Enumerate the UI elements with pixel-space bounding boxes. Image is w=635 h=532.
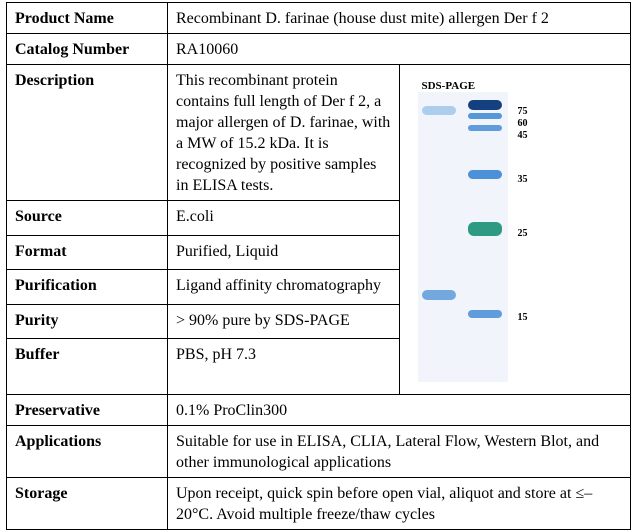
label-product-name: Product Name bbox=[6, 2, 168, 34]
spec-table: Product Name Recombinant D. farinae (hou… bbox=[6, 2, 631, 530]
row-product-name: Product Name Recombinant D. farinae (hou… bbox=[6, 2, 631, 34]
value-source: E.coli bbox=[167, 200, 400, 236]
mw-label-45: 45 bbox=[517, 130, 528, 141]
row-preservative: Preservative 0.1% ProClin300 bbox=[6, 394, 631, 426]
value-catalog-number: RA10060 bbox=[167, 33, 631, 65]
value-applications: Suitable for use in ELISA, CLIA, Lateral… bbox=[167, 425, 631, 478]
label-description: Description bbox=[6, 64, 168, 201]
sds-page-figure: SDS-PAGE 75 60 bbox=[398, 64, 631, 395]
mw-label-35: 35 bbox=[517, 174, 528, 185]
marker-band-75 bbox=[467, 100, 502, 110]
label-storage: Storage bbox=[6, 477, 168, 530]
row-description: Description This recombinant protein con… bbox=[6, 64, 631, 395]
row-buffer: Buffer PBS, pH 7.3 bbox=[6, 338, 631, 395]
sample-band-top bbox=[421, 106, 456, 115]
marker-band-35 bbox=[467, 170, 502, 179]
label-format: Format bbox=[6, 234, 168, 270]
row-format: Format Purified, Liquid bbox=[6, 234, 631, 270]
marker-band-45 bbox=[467, 125, 502, 131]
value-product-name: Recombinant D. farinae (house dust mite)… bbox=[167, 2, 631, 34]
marker-band-15 bbox=[467, 310, 502, 318]
value-buffer: PBS, pH 7.3 bbox=[167, 338, 400, 395]
label-purification: Purification bbox=[6, 269, 168, 305]
mw-label-25: 25 bbox=[517, 228, 528, 239]
marker-band-60 bbox=[467, 113, 502, 119]
label-applications: Applications bbox=[6, 425, 168, 478]
label-catalog-number: Catalog Number bbox=[6, 33, 168, 65]
sample-band-main bbox=[421, 290, 456, 300]
row-storage: Storage Upon receipt, quick spin before … bbox=[6, 477, 631, 530]
value-preservative: 0.1% ProClin300 bbox=[167, 394, 631, 426]
value-purification: Ligand affinity chromatography bbox=[167, 269, 400, 305]
mw-label-75: 75 bbox=[517, 106, 528, 117]
row-source: Source E.coli bbox=[6, 200, 631, 236]
sample-lane bbox=[421, 92, 456, 382]
gel-title: SDS-PAGE bbox=[421, 80, 476, 92]
label-purity: Purity bbox=[6, 303, 168, 339]
label-buffer: Buffer bbox=[6, 338, 168, 395]
mw-label-60: 60 bbox=[517, 118, 528, 129]
marker-band-25 bbox=[467, 222, 502, 236]
label-source: Source bbox=[6, 200, 168, 236]
value-storage: Upon receipt, quick spin before open via… bbox=[167, 477, 631, 530]
row-purity: Purity > 90% pure by SDS-PAGE bbox=[6, 303, 631, 339]
label-preservative: Preservative bbox=[6, 394, 168, 426]
value-description: This recombinant protein contains full l… bbox=[167, 64, 400, 201]
row-purification: Purification Ligand affinity chromatogra… bbox=[6, 269, 631, 305]
row-applications: Applications Suitable for use in ELISA, … bbox=[6, 425, 631, 478]
row-catalog-number: Catalog Number RA10060 bbox=[6, 33, 631, 65]
mw-label-15: 15 bbox=[517, 312, 528, 323]
gel-image bbox=[417, 92, 508, 382]
product-spec-sheet: Product Name Recombinant D. farinae (hou… bbox=[6, 2, 631, 530]
marker-lane bbox=[467, 92, 502, 382]
value-format: Purified, Liquid bbox=[167, 234, 400, 270]
value-purity: > 90% pure by SDS-PAGE bbox=[167, 303, 400, 339]
